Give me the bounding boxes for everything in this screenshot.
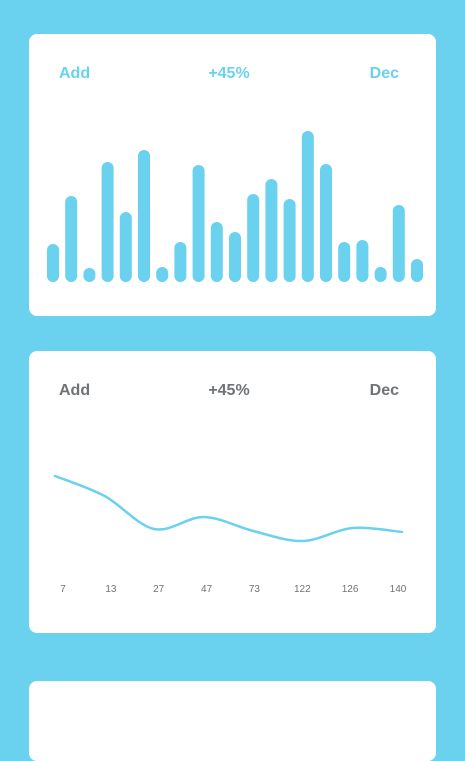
bar xyxy=(356,240,369,282)
bar-chart xyxy=(47,131,423,282)
bar-chart-left-label: Add xyxy=(59,65,91,82)
bar xyxy=(101,162,114,282)
x-tick-label: 27 xyxy=(153,584,165,595)
bar xyxy=(320,164,332,282)
line-chart-header: Add +45% Dec xyxy=(59,381,399,403)
x-tick-label: 140 xyxy=(390,584,407,595)
bar xyxy=(192,165,205,282)
bar xyxy=(301,131,314,282)
bar xyxy=(265,179,278,282)
bar xyxy=(411,259,423,282)
bar xyxy=(174,242,187,282)
bar-chart-right-label: Dec xyxy=(369,65,399,82)
x-tick-label: 47 xyxy=(201,584,213,595)
bar-chart-center-label: +45% xyxy=(208,65,250,82)
bar xyxy=(156,267,169,282)
bar xyxy=(138,150,150,282)
bar-chart-card: Add +45% Dec xyxy=(29,34,436,316)
bar xyxy=(283,199,296,282)
bar xyxy=(119,212,132,282)
bar xyxy=(374,267,387,282)
bar xyxy=(247,194,260,282)
series-line xyxy=(53,474,404,543)
line-chart-card: Add +45% Dec 7 13 27 47 73 122 126 140 xyxy=(29,351,436,633)
bar xyxy=(65,196,78,282)
line-chart: 7 13 27 47 73 122 126 140 xyxy=(53,474,407,595)
empty-card xyxy=(29,681,436,761)
x-tick-label: 122 xyxy=(294,584,311,595)
bar xyxy=(392,205,405,282)
line-chart-left-label: Add xyxy=(59,382,91,399)
bar xyxy=(47,244,59,282)
x-tick-label: 73 xyxy=(249,584,261,595)
bar xyxy=(210,222,223,282)
line-chart-right-label: Dec xyxy=(369,382,399,399)
x-tick-label: 126 xyxy=(342,584,359,595)
x-tick-label: 13 xyxy=(105,584,117,595)
line-chart-center-label: +45% xyxy=(208,382,250,399)
bar xyxy=(229,232,241,282)
bar-chart-header: Add +45% Dec xyxy=(59,64,399,86)
x-tick-label: 7 xyxy=(60,584,66,595)
bar xyxy=(338,242,351,282)
bar xyxy=(83,268,96,282)
